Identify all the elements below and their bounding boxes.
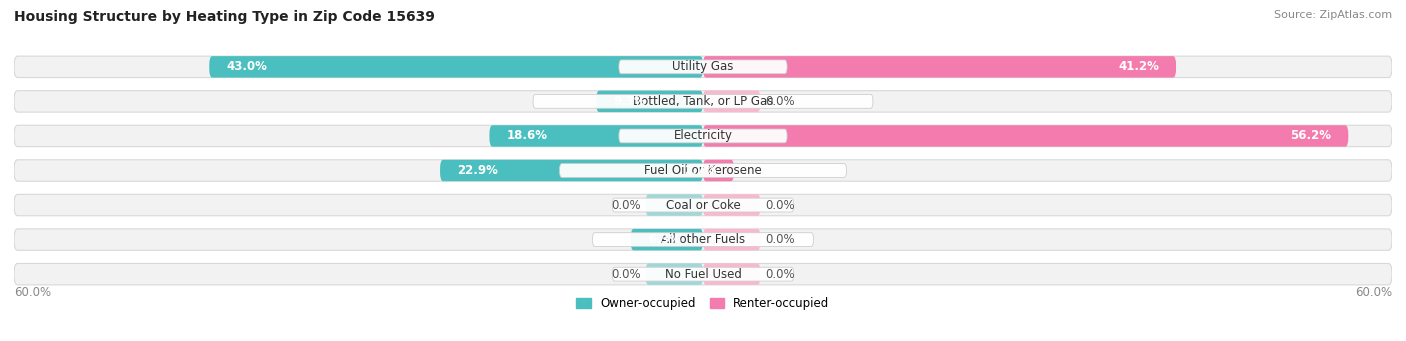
FancyBboxPatch shape [612, 267, 794, 281]
Text: 60.0%: 60.0% [1355, 286, 1392, 299]
Text: 0.0%: 0.0% [765, 198, 794, 211]
FancyBboxPatch shape [592, 233, 814, 247]
FancyBboxPatch shape [14, 264, 1392, 285]
FancyBboxPatch shape [645, 194, 703, 216]
Text: All other Fuels: All other Fuels [661, 233, 745, 246]
FancyBboxPatch shape [703, 194, 761, 216]
Text: Electricity: Electricity [673, 130, 733, 143]
Text: 22.9%: 22.9% [457, 164, 498, 177]
Text: Utility Gas: Utility Gas [672, 60, 734, 73]
FancyBboxPatch shape [596, 91, 703, 112]
Text: 43.0%: 43.0% [226, 60, 267, 73]
FancyBboxPatch shape [560, 164, 846, 177]
FancyBboxPatch shape [14, 91, 1392, 112]
FancyBboxPatch shape [703, 91, 761, 112]
Text: 18.6%: 18.6% [506, 130, 548, 143]
FancyBboxPatch shape [645, 264, 703, 285]
Text: No Fuel Used: No Fuel Used [665, 268, 741, 281]
Text: 41.2%: 41.2% [1118, 60, 1159, 73]
FancyBboxPatch shape [14, 160, 1392, 181]
FancyBboxPatch shape [703, 264, 761, 285]
FancyBboxPatch shape [619, 60, 787, 74]
FancyBboxPatch shape [703, 56, 1175, 77]
Text: 2.7%: 2.7% [685, 164, 717, 177]
FancyBboxPatch shape [14, 125, 1392, 147]
Text: 0.0%: 0.0% [765, 268, 794, 281]
Text: 0.0%: 0.0% [765, 95, 794, 108]
FancyBboxPatch shape [619, 129, 787, 143]
FancyBboxPatch shape [703, 229, 761, 250]
FancyBboxPatch shape [612, 198, 794, 212]
FancyBboxPatch shape [703, 125, 1348, 147]
Text: 9.3%: 9.3% [613, 95, 647, 108]
FancyBboxPatch shape [14, 56, 1392, 77]
Legend: Owner-occupied, Renter-occupied: Owner-occupied, Renter-occupied [572, 293, 834, 315]
Text: 0.0%: 0.0% [612, 198, 641, 211]
Text: Bottled, Tank, or LP Gas: Bottled, Tank, or LP Gas [633, 95, 773, 108]
Text: 56.2%: 56.2% [1291, 130, 1331, 143]
FancyBboxPatch shape [209, 56, 703, 77]
Text: Coal or Coke: Coal or Coke [665, 198, 741, 211]
Text: 0.0%: 0.0% [612, 268, 641, 281]
FancyBboxPatch shape [703, 160, 734, 181]
FancyBboxPatch shape [631, 229, 703, 250]
FancyBboxPatch shape [14, 229, 1392, 250]
Text: 0.0%: 0.0% [765, 233, 794, 246]
FancyBboxPatch shape [533, 94, 873, 108]
Text: Housing Structure by Heating Type in Zip Code 15639: Housing Structure by Heating Type in Zip… [14, 10, 434, 24]
Text: Fuel Oil or Kerosene: Fuel Oil or Kerosene [644, 164, 762, 177]
Text: 6.3%: 6.3% [648, 233, 681, 246]
Text: 60.0%: 60.0% [14, 286, 51, 299]
FancyBboxPatch shape [440, 160, 703, 181]
Text: Source: ZipAtlas.com: Source: ZipAtlas.com [1274, 10, 1392, 20]
FancyBboxPatch shape [489, 125, 703, 147]
FancyBboxPatch shape [14, 194, 1392, 216]
